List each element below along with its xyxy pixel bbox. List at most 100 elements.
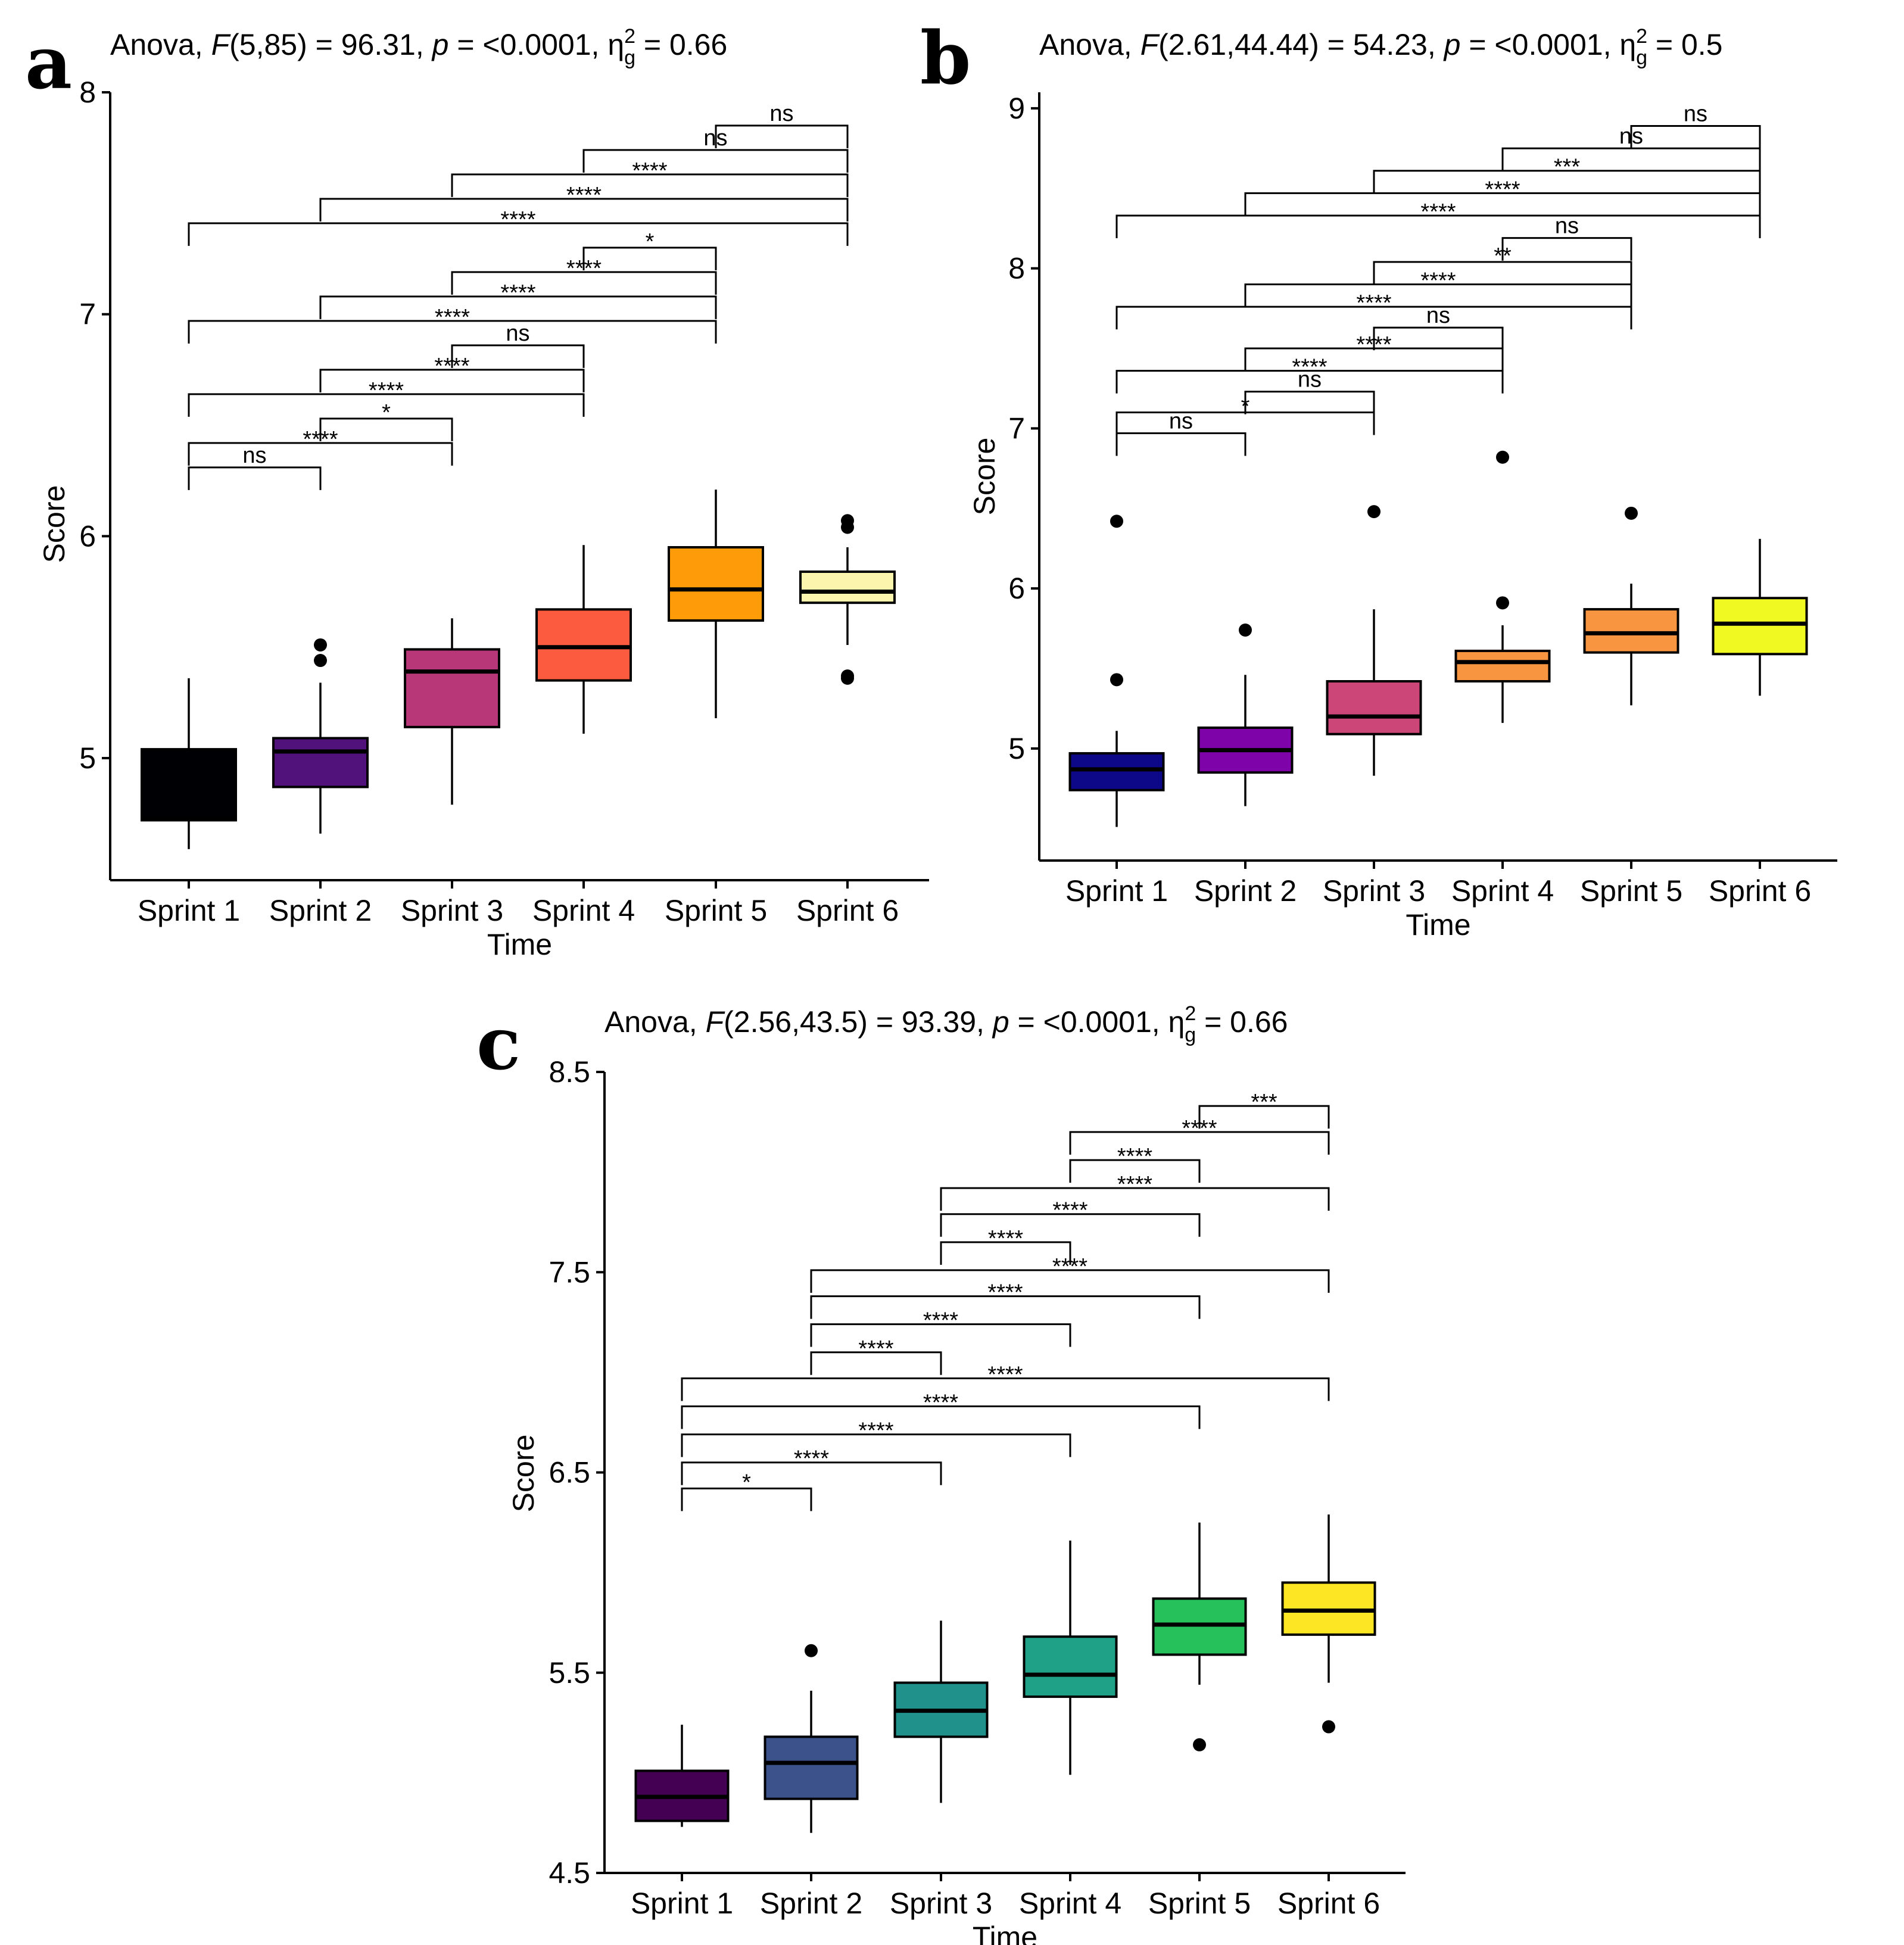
outlier-point <box>1110 515 1123 528</box>
significance-bracket <box>1501 237 1632 261</box>
significance-label: **** <box>987 1280 1023 1305</box>
significance-label: **** <box>500 207 535 232</box>
y-axis-title: Score <box>38 485 71 563</box>
significance-bracket <box>451 271 717 295</box>
x-tick-label: Sprint 6 <box>1277 1887 1380 1920</box>
x-tick-label: Sprint 1 <box>138 894 240 927</box>
y-tick-label: 8.5 <box>549 1055 590 1089</box>
chart-title: Anova, F(5,85) = 96.31, p = <0.0001, η2 g… <box>110 25 727 69</box>
x-tick-label: Sprint 3 <box>401 894 503 927</box>
outlier-point <box>1496 596 1509 610</box>
title-superscript: 2 <box>624 25 635 48</box>
significance-bracket <box>681 1487 812 1511</box>
significance-label: ns <box>1684 101 1707 126</box>
significance-label: ns <box>1555 214 1579 239</box>
significance-bracket <box>681 1377 1330 1401</box>
y-tick-label: 6 <box>79 519 96 553</box>
significance-label: **** <box>1485 177 1520 202</box>
y-tick-label: 7 <box>1008 412 1025 445</box>
x-tick-label: Sprint 4 <box>532 894 635 927</box>
significance-label: **** <box>369 378 404 403</box>
significance-label: * <box>646 229 655 254</box>
significance-bracket <box>1373 326 1504 351</box>
panel-letter: c <box>476 1000 521 1086</box>
y-tick-label: 5.5 <box>549 1656 590 1690</box>
significance-label: **** <box>923 1391 958 1416</box>
significance-label: **** <box>1356 291 1391 316</box>
significance-label: **** <box>500 280 535 306</box>
box-6 <box>1712 597 1808 656</box>
x-tick-label: Sprint 6 <box>796 894 899 927</box>
significance-bracket <box>810 1269 1330 1293</box>
title-part: = 0.5 <box>1647 28 1723 61</box>
box-6 <box>799 570 896 604</box>
significance-bracket <box>188 393 585 417</box>
significance-bracket <box>188 222 849 246</box>
significance-bracket <box>319 198 849 222</box>
title-part: (5,85) = 96.31, <box>229 28 432 61</box>
significance-label: **** <box>988 1226 1023 1251</box>
significance-label: **** <box>1117 1144 1152 1169</box>
x-tick-label: Sprint 2 <box>1194 874 1297 908</box>
significance-label: **** <box>1420 269 1456 294</box>
title-subscript: g <box>1636 46 1647 69</box>
significance-bracket <box>1630 124 1761 149</box>
significance-bracket <box>1244 192 1761 216</box>
outlier-point <box>841 669 854 683</box>
significance-bracket <box>940 1213 1201 1237</box>
title-superscript: 2 <box>1636 25 1647 48</box>
title-subscript: g <box>624 46 635 69</box>
significance-label: **** <box>858 1336 893 1361</box>
x-tick-label: Sprint 5 <box>665 894 767 927</box>
significance-bracket <box>715 124 849 148</box>
significance-bracket <box>188 466 322 490</box>
significance-bracket <box>582 149 849 173</box>
significance-bracket <box>810 1323 1071 1347</box>
outlier-point <box>1625 506 1638 520</box>
outlier-point <box>1110 673 1123 687</box>
significance-bracket <box>188 442 453 466</box>
significance-label: **** <box>987 1362 1023 1387</box>
title-part: Anova, <box>110 28 211 61</box>
title-part: = <0.0001, η <box>1460 28 1636 61</box>
y-tick-label: 9 <box>1008 92 1025 125</box>
x-axis-title: Time <box>487 928 552 961</box>
x-tick-label: Sprint 3 <box>1323 874 1425 908</box>
significance-bracket <box>940 1241 1071 1265</box>
y-tick-label: 5 <box>79 741 96 775</box>
x-tick-label: Sprint 6 <box>1709 874 1811 908</box>
significance-label: **** <box>435 305 470 330</box>
y-tick-label: 6 <box>1008 572 1025 605</box>
significance-bracket <box>319 295 717 319</box>
outlier-point <box>1496 450 1509 464</box>
y-tick-label: 7.5 <box>549 1255 590 1289</box>
significance-label: * <box>382 400 391 425</box>
significance-bracket <box>1069 1131 1330 1155</box>
box-4 <box>1023 1635 1118 1698</box>
y-axis-title: Score <box>507 1435 540 1513</box>
x-axis-title: Time <box>1406 908 1470 942</box>
panel-a: a Anova, F(5,85) = 96.31, p = <0.0001, η2… <box>25 20 929 961</box>
significance-bracket <box>582 247 717 270</box>
x-tick-label: Sprint 1 <box>631 1887 733 1920</box>
significance-bracket <box>188 320 717 344</box>
significance-bracket <box>810 1351 942 1375</box>
title-part: F <box>1140 28 1160 61</box>
significance-bracket <box>681 1461 942 1485</box>
significance-bracket <box>1198 1105 1330 1129</box>
x-tick-label: Sprint 1 <box>1065 874 1168 908</box>
significance-label: ns <box>242 443 266 468</box>
title-part: p <box>1443 28 1461 61</box>
y-tick-label: 5 <box>1008 732 1025 765</box>
y-tick-label: 4.5 <box>549 1856 590 1890</box>
x-tick-label: Sprint 3 <box>890 1887 992 1920</box>
x-tick-label: Sprint 4 <box>1451 874 1554 908</box>
outlier-point <box>1367 505 1381 519</box>
significance-bracket <box>1115 214 1761 238</box>
significance-bracket <box>1373 170 1761 194</box>
significance-bracket <box>319 417 453 441</box>
significance-label: *** <box>1251 1090 1277 1115</box>
significance-label: **** <box>794 1447 829 1472</box>
box-5 <box>668 546 764 622</box>
significance-label: * <box>742 1470 751 1495</box>
